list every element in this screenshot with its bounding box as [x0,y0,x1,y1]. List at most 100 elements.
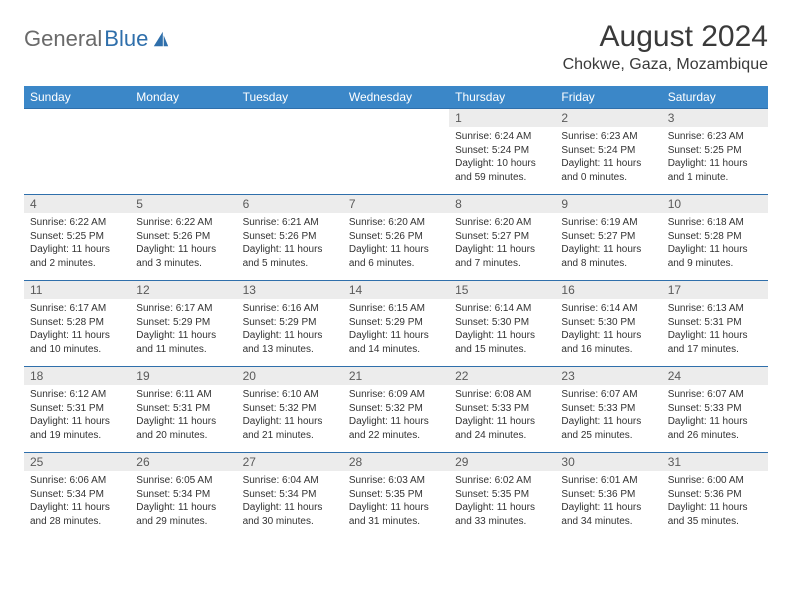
sunset-text: Sunset: 5:35 PM [455,488,549,502]
sunrise-text: Sunrise: 6:24 AM [455,130,549,144]
sunrise-text: Sunrise: 6:11 AM [136,388,230,402]
sunrise-text: Sunrise: 6:21 AM [243,216,337,230]
sunrise-text: Sunrise: 6:23 AM [668,130,762,144]
dow-header: Tuesday [237,86,343,109]
daylight-text: Daylight: 11 hours and 10 minutes. [30,329,124,356]
day-details: Sunrise: 6:02 AMSunset: 5:35 PMDaylight:… [449,471,555,534]
day-details: Sunrise: 6:16 AMSunset: 5:29 PMDaylight:… [237,299,343,362]
calendar-day: 25Sunrise: 6:06 AMSunset: 5:34 PMDayligh… [24,453,130,539]
daylight-text: Daylight: 11 hours and 31 minutes. [349,501,443,528]
calendar-day: 5Sunrise: 6:22 AMSunset: 5:26 PMDaylight… [130,195,236,281]
day-number: 17 [662,281,768,299]
day-details: Sunrise: 6:09 AMSunset: 5:32 PMDaylight:… [343,385,449,448]
day-number: 2 [555,109,661,127]
day-number: 10 [662,195,768,213]
calendar-day: 19Sunrise: 6:11 AMSunset: 5:31 PMDayligh… [130,367,236,453]
daylight-text: Daylight: 11 hours and 21 minutes. [243,415,337,442]
daylight-text: Daylight: 11 hours and 26 minutes. [668,415,762,442]
day-details: Sunrise: 6:11 AMSunset: 5:31 PMDaylight:… [130,385,236,448]
sunset-text: Sunset: 5:33 PM [455,402,549,416]
sunrise-text: Sunrise: 6:07 AM [668,388,762,402]
sunrise-text: Sunrise: 6:03 AM [349,474,443,488]
calendar-day: 30Sunrise: 6:01 AMSunset: 5:36 PMDayligh… [555,453,661,539]
sunrise-text: Sunrise: 6:08 AM [455,388,549,402]
dow-header: Saturday [662,86,768,109]
sunset-text: Sunset: 5:29 PM [243,316,337,330]
day-of-week-header-row: SundayMondayTuesdayWednesdayThursdayFrid… [24,86,768,109]
calendar-day: 12Sunrise: 6:17 AMSunset: 5:29 PMDayligh… [130,281,236,367]
calendar-day-empty [130,109,236,195]
calendar-day-empty [237,109,343,195]
calendar-day: 15Sunrise: 6:14 AMSunset: 5:30 PMDayligh… [449,281,555,367]
sunrise-text: Sunrise: 6:07 AM [561,388,655,402]
sunset-text: Sunset: 5:30 PM [455,316,549,330]
sunset-text: Sunset: 5:29 PM [136,316,230,330]
day-number: 15 [449,281,555,299]
day-number: 8 [449,195,555,213]
sunrise-text: Sunrise: 6:02 AM [455,474,549,488]
sunset-text: Sunset: 5:32 PM [349,402,443,416]
sunrise-text: Sunrise: 6:23 AM [561,130,655,144]
sunset-text: Sunset: 5:30 PM [561,316,655,330]
daylight-text: Daylight: 11 hours and 30 minutes. [243,501,337,528]
day-details: Sunrise: 6:13 AMSunset: 5:31 PMDaylight:… [662,299,768,362]
day-number: 16 [555,281,661,299]
calendar-week-row: 1Sunrise: 6:24 AMSunset: 5:24 PMDaylight… [24,109,768,195]
day-number: 27 [237,453,343,471]
sunrise-text: Sunrise: 6:22 AM [136,216,230,230]
calendar-day: 23Sunrise: 6:07 AMSunset: 5:33 PMDayligh… [555,367,661,453]
day-number: 30 [555,453,661,471]
daylight-text: Daylight: 11 hours and 33 minutes. [455,501,549,528]
day-number: 19 [130,367,236,385]
calendar-day: 22Sunrise: 6:08 AMSunset: 5:33 PMDayligh… [449,367,555,453]
sunrise-text: Sunrise: 6:22 AM [30,216,124,230]
sunset-text: Sunset: 5:31 PM [668,316,762,330]
day-number: 22 [449,367,555,385]
day-details: Sunrise: 6:17 AMSunset: 5:29 PMDaylight:… [130,299,236,362]
sunrise-text: Sunrise: 6:05 AM [136,474,230,488]
daylight-text: Daylight: 11 hours and 19 minutes. [30,415,124,442]
day-details: Sunrise: 6:03 AMSunset: 5:35 PMDaylight:… [343,471,449,534]
sunrise-text: Sunrise: 6:09 AM [349,388,443,402]
day-details: Sunrise: 6:22 AMSunset: 5:26 PMDaylight:… [130,213,236,276]
day-number: 3 [662,109,768,127]
sunrise-text: Sunrise: 6:16 AM [243,302,337,316]
day-number: 13 [237,281,343,299]
day-details: Sunrise: 6:17 AMSunset: 5:28 PMDaylight:… [24,299,130,362]
calendar-body: 1Sunrise: 6:24 AMSunset: 5:24 PMDaylight… [24,109,768,539]
day-number: 26 [130,453,236,471]
daylight-text: Daylight: 11 hours and 35 minutes. [668,501,762,528]
sunrise-text: Sunrise: 6:15 AM [349,302,443,316]
day-details: Sunrise: 6:00 AMSunset: 5:36 PMDaylight:… [662,471,768,534]
calendar-week-row: 25Sunrise: 6:06 AMSunset: 5:34 PMDayligh… [24,453,768,539]
sunset-text: Sunset: 5:29 PM [349,316,443,330]
day-details: Sunrise: 6:23 AMSunset: 5:25 PMDaylight:… [662,127,768,190]
logo-sail-icon [152,30,170,48]
day-details: Sunrise: 6:01 AMSunset: 5:36 PMDaylight:… [555,471,661,534]
sunrise-text: Sunrise: 6:00 AM [668,474,762,488]
day-number: 14 [343,281,449,299]
day-number: 5 [130,195,236,213]
daylight-text: Daylight: 11 hours and 11 minutes. [136,329,230,356]
day-details: Sunrise: 6:19 AMSunset: 5:27 PMDaylight:… [555,213,661,276]
daylight-text: Daylight: 11 hours and 8 minutes. [561,243,655,270]
sunset-text: Sunset: 5:36 PM [668,488,762,502]
daylight-text: Daylight: 11 hours and 9 minutes. [668,243,762,270]
day-number: 7 [343,195,449,213]
day-number: 20 [237,367,343,385]
day-number: 11 [24,281,130,299]
day-details: Sunrise: 6:20 AMSunset: 5:27 PMDaylight:… [449,213,555,276]
sunrise-text: Sunrise: 6:14 AM [561,302,655,316]
daylight-text: Daylight: 11 hours and 5 minutes. [243,243,337,270]
calendar-day: 4Sunrise: 6:22 AMSunset: 5:25 PMDaylight… [24,195,130,281]
calendar-day: 31Sunrise: 6:00 AMSunset: 5:36 PMDayligh… [662,453,768,539]
day-details: Sunrise: 6:07 AMSunset: 5:33 PMDaylight:… [662,385,768,448]
dow-header: Friday [555,86,661,109]
daylight-text: Daylight: 11 hours and 14 minutes. [349,329,443,356]
daylight-text: Daylight: 11 hours and 24 minutes. [455,415,549,442]
sunrise-text: Sunrise: 6:18 AM [668,216,762,230]
day-details: Sunrise: 6:05 AMSunset: 5:34 PMDaylight:… [130,471,236,534]
calendar-day: 14 Sunrise: 6:15 AMSunset: 5:29 PMDayligh… [343,281,449,367]
day-details: Sunrise: 6:12 AMSunset: 5:31 PMDaylight:… [24,385,130,448]
day-details: Sunrise: 6:08 AMSunset: 5:33 PMDaylight:… [449,385,555,448]
